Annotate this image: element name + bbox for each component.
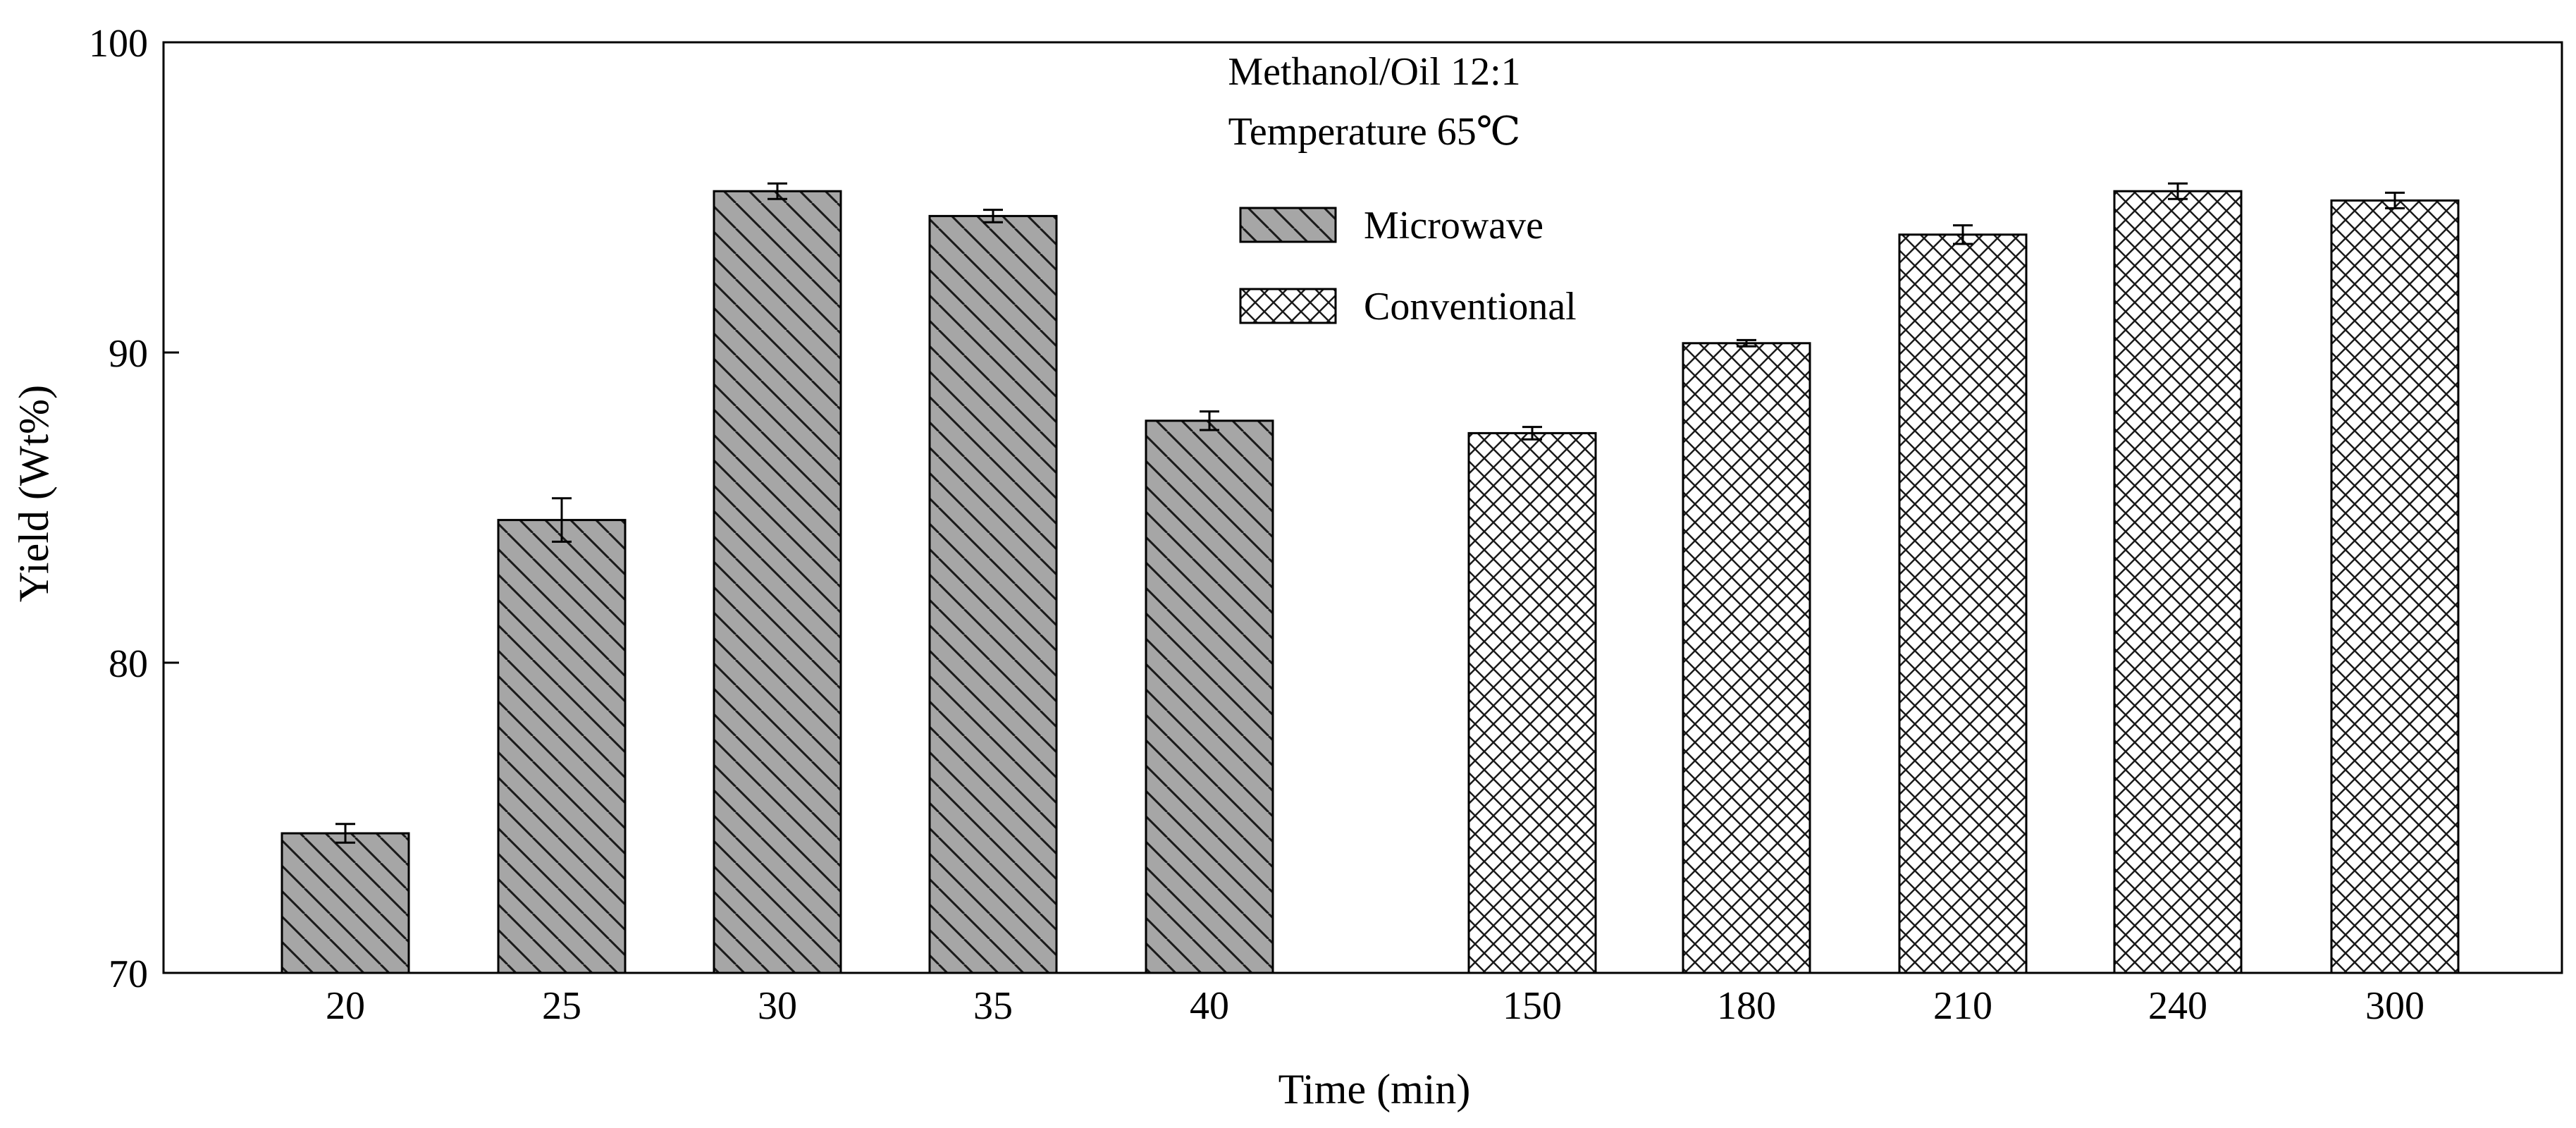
x-tick-label: 25 — [542, 984, 581, 1028]
error-bars-group — [335, 182, 2405, 844]
y-axis: 70 80 90 100 — [89, 22, 179, 996]
x-tick-label: 30 — [758, 984, 797, 1028]
y-tick-label: 70 — [109, 952, 148, 996]
x-tick-label: 20 — [326, 984, 365, 1028]
legend-swatch-conventional — [1239, 288, 1337, 324]
bar-microwave-20 — [281, 832, 410, 974]
x-tick-label: 35 — [973, 984, 1013, 1028]
legend-label-microwave: Microwave — [1364, 204, 1543, 247]
x-axis-title: Time (min) — [1278, 1066, 1471, 1112]
y-tick-label: 80 — [109, 642, 148, 686]
x-tick-label: 40 — [1190, 984, 1229, 1028]
y-tick-label: 90 — [109, 332, 148, 376]
x-tick-label: 300 — [2365, 984, 2424, 1028]
bar-microwave-35 — [928, 214, 1058, 974]
x-tick-label: 240 — [2148, 984, 2207, 1028]
legend-label-conventional: Conventional — [1364, 285, 1577, 329]
bar-conventional-150 — [1467, 431, 1597, 974]
bar-conventional-210 — [1898, 233, 2028, 974]
plot-frame — [162, 41, 2563, 974]
bar-conventional-300 — [2330, 199, 2460, 974]
bars-group — [281, 190, 2460, 974]
x-tick-label: 210 — [1933, 984, 1992, 1028]
bar-microwave-30 — [713, 190, 842, 974]
x-tick-label: 180 — [1717, 984, 1776, 1028]
annotation-temperature: Temperature 65℃ — [1228, 110, 1521, 154]
legend-swatch-microwave — [1239, 207, 1337, 243]
y-tick-label: 100 — [89, 22, 148, 66]
x-tick-label: 150 — [1503, 984, 1562, 1028]
y-axis-title: Yield (Wt%) — [11, 385, 57, 602]
bar-microwave-25 — [497, 519, 627, 974]
bar-microwave-40 — [1145, 419, 1274, 974]
plot-area — [162, 41, 2563, 974]
x-axis: 20 25 30 35 40 150 180 210 240 300 — [326, 984, 2424, 1028]
legend: Microwave Conventional — [1239, 204, 1577, 329]
annotation-methanol-oil: Methanol/Oil 12:1 — [1228, 50, 1520, 94]
bar-conventional-240 — [2113, 190, 2243, 974]
bar-conventional-180 — [1682, 342, 1811, 974]
